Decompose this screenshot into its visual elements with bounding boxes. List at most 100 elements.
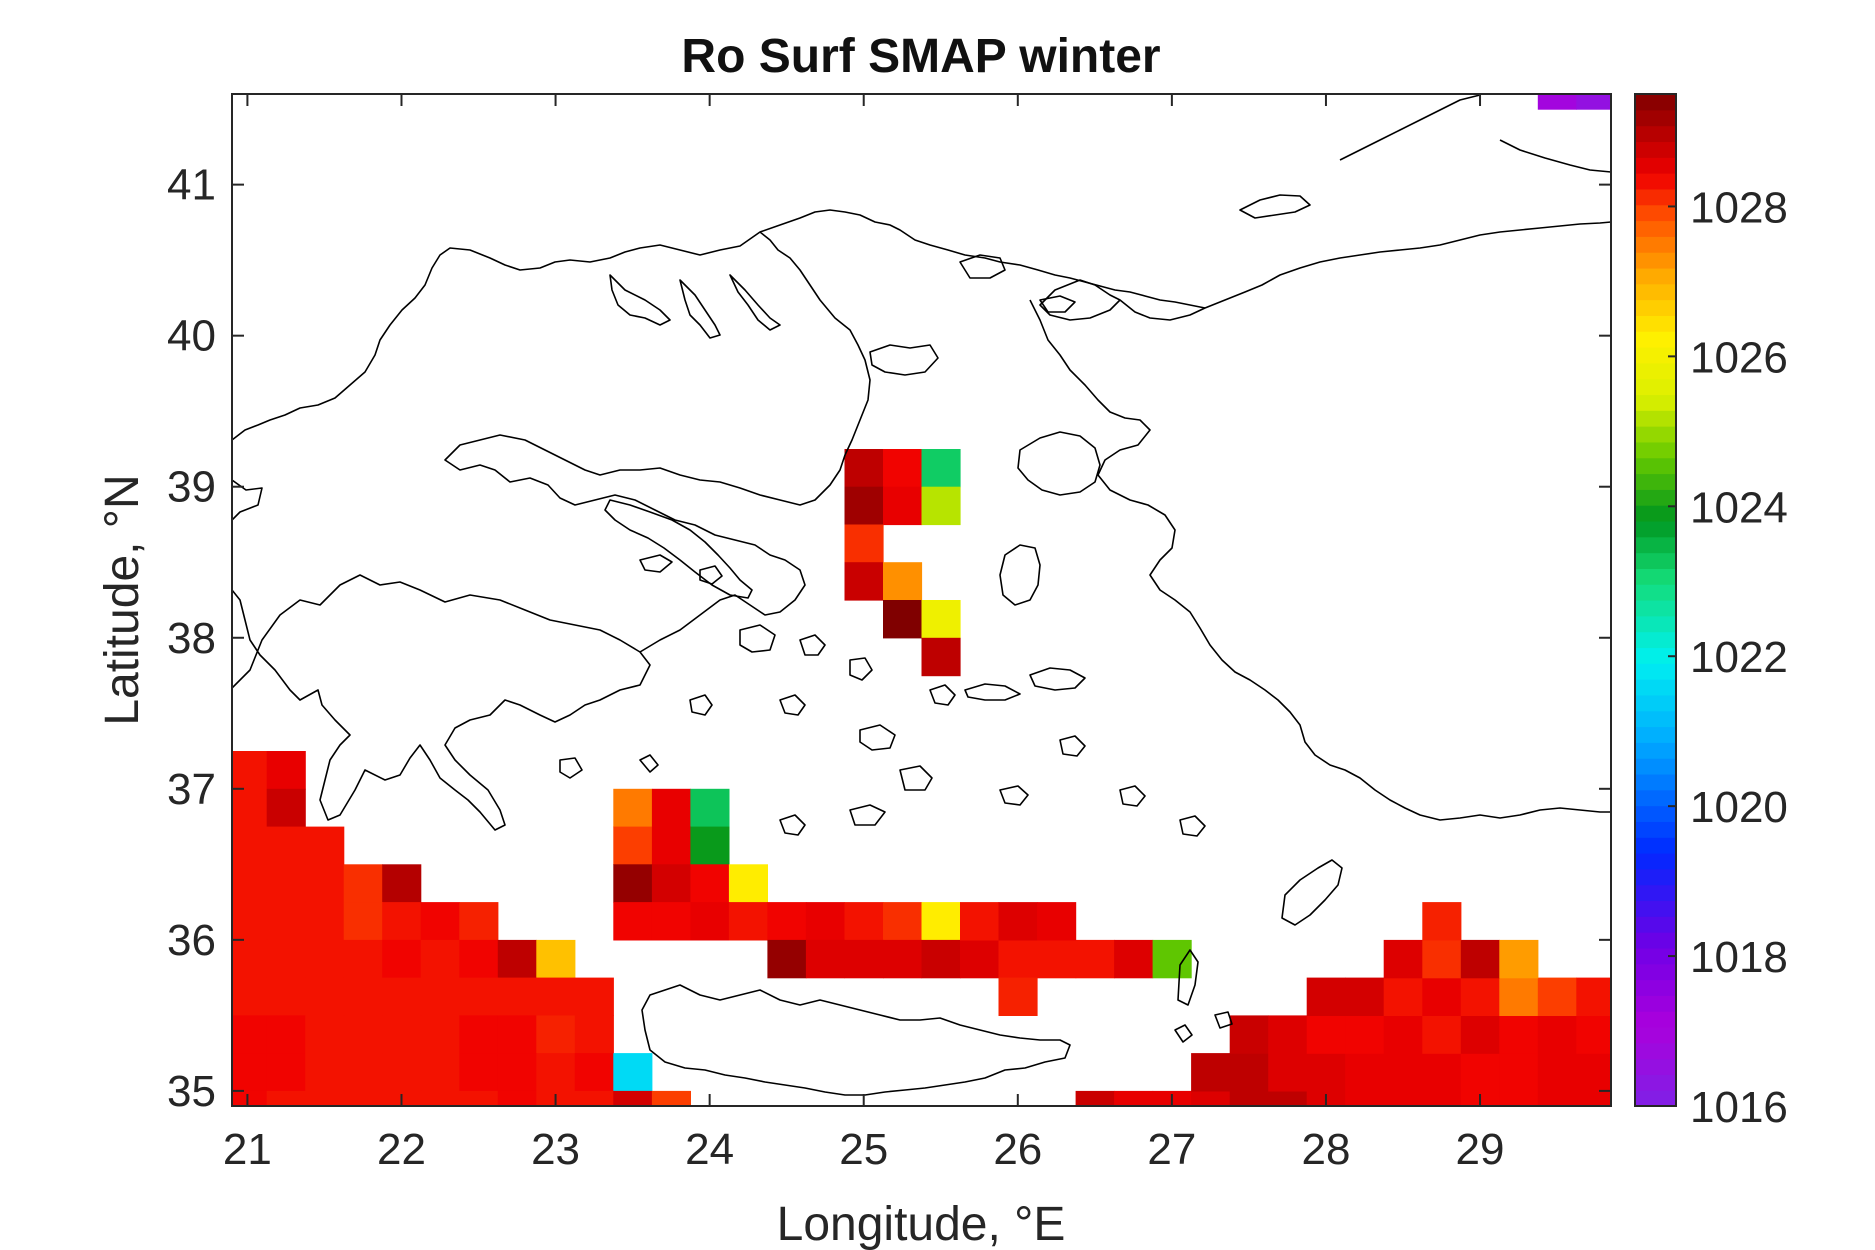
heatmap-cell <box>1499 1053 1539 1092</box>
colorbar-tick-label: 1020 <box>1690 783 1788 832</box>
coastline-samothraki <box>1039 295 1076 313</box>
colorbar-segment <box>1635 694 1676 712</box>
colorbar-tick-label: 1018 <box>1690 933 1788 982</box>
heatmap-cell <box>1306 1053 1346 1092</box>
heatmap-cell <box>305 864 345 903</box>
heatmap-cell <box>232 751 268 790</box>
coastline-turkey <box>1029 221 1611 821</box>
heatmap-cell <box>382 864 422 903</box>
colorbar-segment <box>1635 157 1676 174</box>
heatmap-cell <box>1345 1015 1385 1054</box>
heatmap-cell <box>1422 939 1462 979</box>
heatmap-cell <box>1268 1015 1308 1054</box>
heatmap-cell <box>1499 939 1539 979</box>
y-axis: 35 36 37 38 39 40 41 <box>167 161 1611 1116</box>
heatmap-cell <box>305 939 345 979</box>
colorbar-segment <box>1635 963 1676 981</box>
heatmap-cell <box>805 902 845 941</box>
colorbar-segment <box>1635 204 1676 222</box>
y-tick-label: 37 <box>167 765 216 814</box>
heatmap-cell <box>497 1053 537 1092</box>
colorbar-segment <box>1635 1026 1676 1044</box>
colorbar-segment <box>1635 773 1676 791</box>
colorbar-tick-label: 1016 <box>1690 1083 1788 1132</box>
heatmap-cell <box>651 864 691 903</box>
heatmap-cell <box>690 902 730 941</box>
colorbar-segment <box>1635 378 1676 396</box>
heatmap-cell <box>651 902 691 941</box>
heatmap-cell <box>883 562 923 601</box>
x-axis-label: Longitude, °E <box>777 1198 1066 1250</box>
heatmap-cell <box>844 902 884 941</box>
heatmap-cell <box>613 788 653 828</box>
heatmap-cell <box>232 977 268 1016</box>
heatmap-cell <box>651 788 691 828</box>
coastline-karpathos <box>1177 949 1199 1006</box>
colorbar-segment <box>1635 789 1676 807</box>
colorbar-segment <box>1635 173 1676 190</box>
colorbar-segment <box>1635 900 1676 917</box>
heatmap-cell <box>690 826 730 865</box>
heatmap-cell <box>921 600 961 639</box>
heatmap-cell <box>266 977 306 1016</box>
heatmap-cell <box>1345 1090 1385 1106</box>
heatmap-cell <box>1229 1090 1269 1106</box>
colorbar-segment <box>1635 489 1676 506</box>
heatmap-cell <box>883 600 923 639</box>
heatmap-cell <box>232 1015 268 1054</box>
heatmap-cell <box>1422 1015 1462 1054</box>
heatmap-cell <box>651 826 691 865</box>
colorbar-segment <box>1635 1042 1676 1060</box>
heatmap-cell <box>767 902 807 941</box>
colorbar-segment <box>1635 441 1676 459</box>
heatmap-cell <box>883 486 923 526</box>
heatmap-cell <box>1537 94 1577 110</box>
colorbar-segment <box>1635 283 1676 301</box>
colorbar-segment <box>1635 109 1676 127</box>
colorbar-segment <box>1635 362 1676 380</box>
heatmap-cell <box>1383 1015 1423 1054</box>
heatmap-cell <box>305 902 345 941</box>
coastline-chalkidiki <box>609 274 781 339</box>
colorbar-segment <box>1635 426 1676 443</box>
heatmap-cell <box>343 939 383 979</box>
colorbar-segment <box>1635 188 1676 206</box>
heatmap-cell <box>420 902 460 941</box>
heatmap-cell <box>1268 1090 1308 1106</box>
y-tick-label: 41 <box>167 161 216 210</box>
heatmap-cell <box>459 902 499 941</box>
colorbar-tick-label: 1024 <box>1690 483 1788 532</box>
colorbar-segment <box>1635 410 1676 427</box>
heatmap-cell <box>266 1090 306 1106</box>
heatmap-cell <box>1576 1015 1611 1054</box>
colorbar-segment <box>1635 236 1676 253</box>
heatmap-cell <box>420 939 460 979</box>
heatmap-cell <box>266 902 306 941</box>
heatmap-cell <box>1499 1015 1539 1054</box>
colorbar-segment <box>1635 252 1676 269</box>
heatmap-cell <box>921 449 961 488</box>
heatmap-cell <box>1383 977 1423 1016</box>
heatmap-cell <box>459 1053 499 1092</box>
colorbar-tick-label: 1026 <box>1690 333 1788 382</box>
heatmap-cell <box>497 1015 537 1054</box>
colorbar-segment <box>1635 536 1676 554</box>
colorbar-segment <box>1635 631 1676 649</box>
heatmap-cell <box>459 977 499 1016</box>
colorbar-segment <box>1635 1074 1676 1091</box>
heatmap-cell <box>1576 1090 1611 1106</box>
heatmap-cell <box>574 1015 614 1054</box>
colorbar-segment <box>1635 853 1676 870</box>
heatmap-cell <box>1422 902 1462 941</box>
heatmap-cell <box>497 939 537 979</box>
coastline-lemnos <box>869 344 939 376</box>
heatmap-cell <box>1576 1053 1611 1092</box>
heatmap-cell <box>690 864 730 903</box>
colorbar-segment <box>1635 125 1676 143</box>
heatmap-cell <box>1537 1090 1577 1106</box>
heatmap-cell <box>1075 939 1115 979</box>
heatmap-cell <box>343 1090 383 1106</box>
heatmap-cell <box>1460 977 1500 1016</box>
heatmap-cell <box>305 977 345 1016</box>
x-tick-label: 24 <box>685 1125 734 1174</box>
